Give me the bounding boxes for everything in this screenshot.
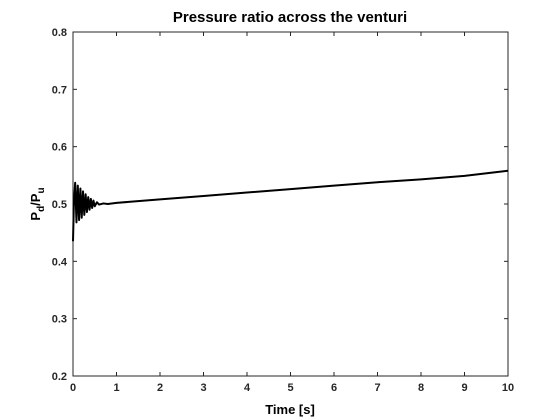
y-tick-label: 0.7: [52, 84, 67, 96]
y-axis-label-p: P: [28, 212, 43, 221]
y-axis-label-slash-p: /P: [28, 193, 43, 206]
x-tick-label: 3: [200, 382, 206, 394]
y-tick-label: 0.8: [52, 27, 67, 39]
y-axis-ticks: 0.2 0.3 0.4 0.5 0.6 0.7 0.8: [52, 27, 508, 383]
x-tick-label: 0: [70, 382, 76, 394]
x-tick-label: 8: [418, 382, 424, 394]
x-axis-label: Time [s]: [265, 402, 315, 417]
series-line: [72, 169, 509, 242]
x-tick-label: 1: [113, 382, 119, 394]
x-tick-label: 9: [461, 382, 467, 394]
x-tick-label: 6: [331, 382, 337, 394]
y-tick-label: 0.5: [52, 199, 67, 211]
x-tick-label: 4: [244, 382, 251, 394]
x-tick-label: 10: [502, 382, 514, 394]
y-axis-label-sub-d: d: [36, 206, 47, 212]
y-axis-label: Pd/Pu: [28, 187, 47, 220]
x-axis-ticks: 0 1 2 3 4 5 6 7 8 9 10: [70, 32, 514, 394]
chart-title: Pressure ratio across the venturi: [173, 9, 407, 26]
plot-area: [72, 31, 509, 377]
x-tick-label: 7: [374, 382, 380, 394]
y-tick-label: 0.3: [52, 314, 67, 326]
y-tick-label: 0.4: [52, 256, 68, 268]
x-tick-label: 2: [157, 382, 163, 394]
series-group: [72, 169, 509, 242]
y-tick-label: 0.6: [52, 142, 67, 154]
x-tick-label: 5: [287, 382, 293, 394]
y-axis-label-sub-u: u: [36, 187, 47, 193]
y-tick-label: 0.2: [52, 371, 67, 383]
